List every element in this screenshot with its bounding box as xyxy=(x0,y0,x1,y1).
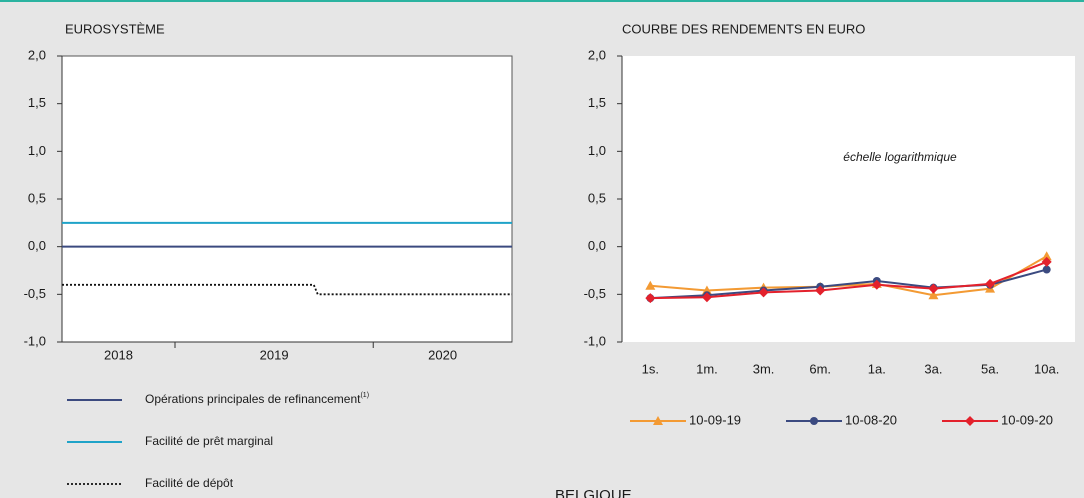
marker xyxy=(645,280,656,290)
marker xyxy=(653,416,663,425)
y-tick-label: 2,0 xyxy=(588,47,606,62)
y-tick-label: -1,0 xyxy=(24,333,46,348)
x-tick-label: 5a. xyxy=(981,361,999,376)
legend-text: Opérations principales de refinancement xyxy=(145,392,361,406)
legend-label: Opérations principales de refinancement(… xyxy=(145,392,369,406)
x-tick-label: 1s. xyxy=(642,361,659,376)
legend-label: 10-08-20 xyxy=(845,412,897,427)
chart-title: EUROSYSTÈME xyxy=(65,21,165,36)
y-tick-label: 0,0 xyxy=(588,238,606,253)
y-tick-label: -0,5 xyxy=(584,286,606,301)
series-line xyxy=(650,255,1048,297)
marker xyxy=(1041,256,1052,267)
marker xyxy=(815,285,826,296)
legend-label: Facilité de dépôt xyxy=(145,476,234,490)
legend-text: Facilité de dépôt xyxy=(145,476,234,490)
plot-area xyxy=(61,55,513,343)
x-tick-label: 3m. xyxy=(753,361,775,376)
marker xyxy=(1042,265,1051,274)
marker xyxy=(810,417,818,425)
legend-note: (1) xyxy=(360,392,369,399)
marker xyxy=(1041,251,1052,261)
y-tick-label: 0,5 xyxy=(28,190,46,205)
y-tick-label: 0,5 xyxy=(588,190,606,205)
series-line xyxy=(62,283,512,296)
marker xyxy=(871,279,882,290)
y-tick-label: 1,0 xyxy=(588,143,606,158)
legend-label: Facilité de prêt marginal xyxy=(145,434,273,448)
legend-label: 10-09-20 xyxy=(1001,412,1053,427)
x-tick-label: 1m. xyxy=(696,361,718,376)
x-tick-label: 6m. xyxy=(809,361,831,376)
marker xyxy=(701,292,712,303)
chart-title: COURBE DES RENDEMENTS EN EURO xyxy=(622,21,865,36)
y-tick-label: 1,5 xyxy=(28,95,46,110)
annotation: échelle logarithmique xyxy=(843,150,957,164)
legend-label: 10-09-19 xyxy=(689,412,741,427)
x-tick-label: 2019 xyxy=(260,347,289,362)
y-tick-label: 0,0 xyxy=(28,238,46,253)
y-tick-label: -0,5 xyxy=(24,286,46,301)
plot-area xyxy=(622,56,1075,342)
x-tick-label: 1a. xyxy=(868,361,886,376)
y-tick-label: 1,5 xyxy=(588,95,606,110)
series-line xyxy=(650,260,1048,300)
marker xyxy=(645,293,656,304)
x-tick-label: 2020 xyxy=(428,347,457,362)
marker xyxy=(928,290,939,300)
x-tick-label: 3a. xyxy=(924,361,942,376)
marker xyxy=(965,416,975,426)
marker xyxy=(985,278,996,289)
x-tick-label: 2018 xyxy=(104,347,133,362)
next-section-title: BELGIQUE xyxy=(555,487,632,498)
y-tick-label: 2,0 xyxy=(28,47,46,62)
x-tick-label: 10a. xyxy=(1034,361,1059,376)
y-tick-label: 1,0 xyxy=(28,143,46,158)
marker xyxy=(928,283,939,294)
marker xyxy=(758,287,769,298)
y-tick-label: -1,0 xyxy=(584,333,606,348)
legend-text: Facilité de prêt marginal xyxy=(145,434,273,448)
